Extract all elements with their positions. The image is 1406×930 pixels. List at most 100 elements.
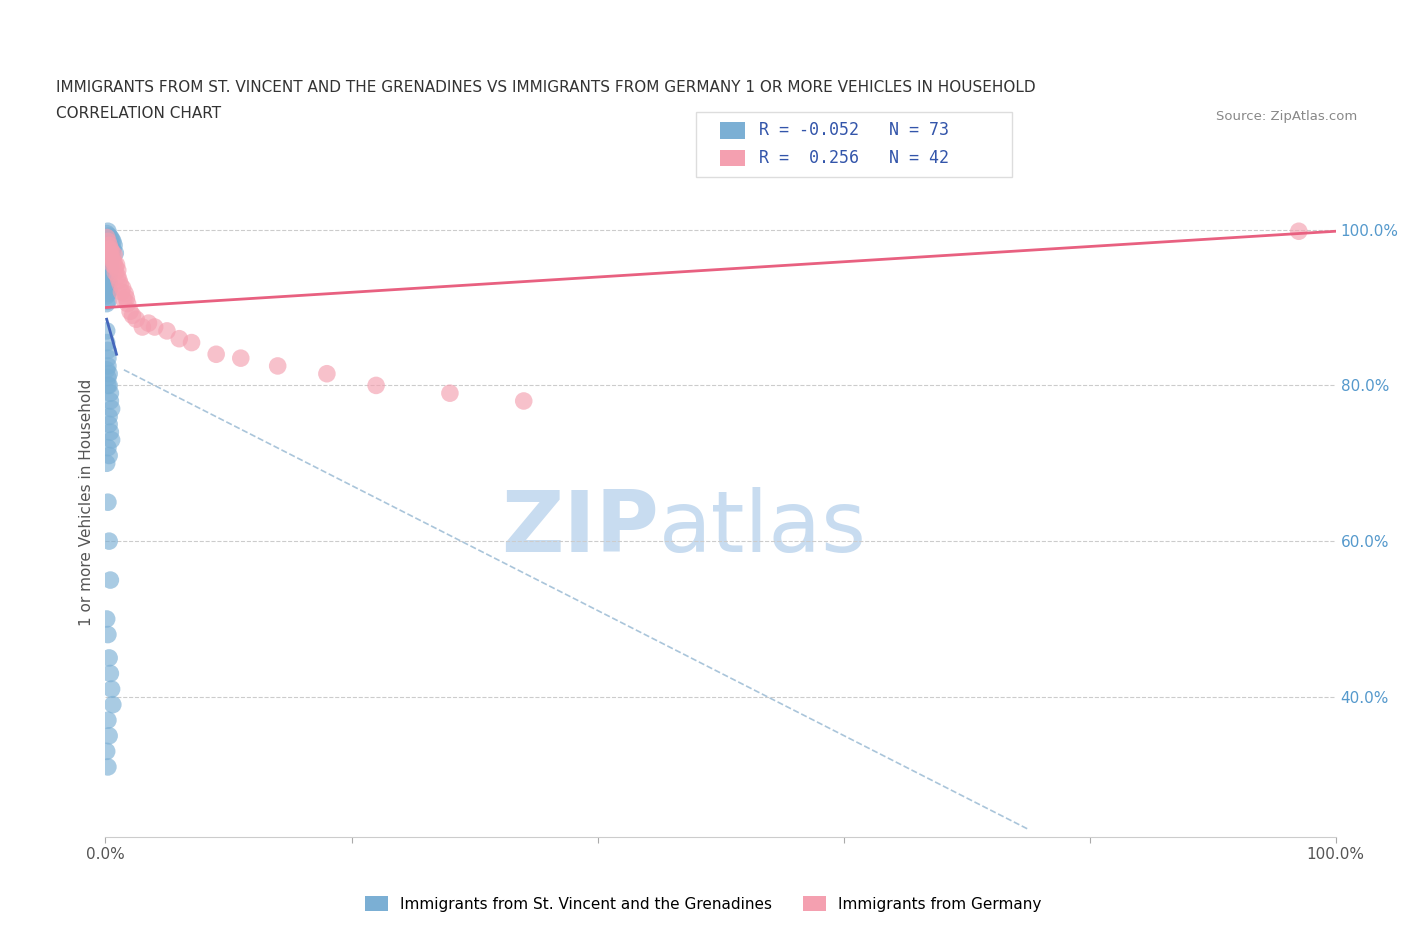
Point	[96, 226, 118, 241]
Point	[98, 246, 122, 260]
Point	[98, 417, 121, 432]
Point	[96, 363, 118, 378]
Point	[97, 760, 120, 775]
Point	[97, 358, 120, 373]
Point	[101, 242, 124, 257]
Point	[97, 370, 120, 385]
Point	[97, 271, 120, 286]
Point	[96, 265, 118, 280]
Point	[96, 335, 118, 350]
Point	[98, 238, 121, 253]
Point	[98, 534, 121, 549]
Point	[104, 259, 127, 274]
Point	[97, 343, 120, 358]
Point	[229, 351, 252, 365]
Point	[100, 239, 122, 254]
Point	[110, 277, 132, 292]
Point	[131, 320, 153, 335]
Point	[97, 224, 120, 239]
Point	[439, 386, 461, 401]
Point	[1288, 224, 1310, 239]
Point	[103, 255, 125, 270]
Point	[98, 238, 122, 253]
Point	[98, 283, 121, 298]
Point	[101, 234, 124, 249]
Point	[97, 712, 120, 727]
Point	[366, 378, 388, 392]
Point	[100, 682, 122, 697]
Point	[97, 351, 120, 365]
Point	[97, 440, 120, 455]
Point	[98, 261, 122, 276]
Point	[104, 246, 127, 260]
Point	[169, 331, 191, 346]
Point	[97, 232, 120, 246]
Point	[97, 247, 120, 262]
Text: R =  0.256   N = 42: R = 0.256 N = 42	[759, 149, 949, 167]
Point	[96, 324, 118, 339]
Point	[101, 698, 124, 712]
Point	[98, 236, 121, 251]
Point	[98, 268, 121, 283]
Point	[125, 312, 148, 326]
Point	[98, 728, 121, 743]
Point	[98, 253, 122, 268]
Point	[97, 234, 120, 249]
Point	[98, 386, 122, 401]
Point	[112, 292, 135, 307]
Point	[98, 573, 122, 588]
Point	[98, 393, 122, 408]
Point	[115, 291, 138, 306]
Point	[97, 278, 120, 293]
Point	[98, 275, 121, 290]
Point	[98, 425, 122, 440]
Point	[100, 432, 122, 447]
Point	[97, 286, 120, 301]
Text: IMMIGRANTS FROM ST. VINCENT AND THE GRENADINES VS IMMIGRANTS FROM GERMANY 1 OR M: IMMIGRANTS FROM ST. VINCENT AND THE GREN…	[56, 80, 1036, 95]
Point	[98, 242, 121, 257]
Point	[108, 272, 131, 287]
Point	[96, 249, 118, 264]
Point	[205, 347, 228, 362]
Point	[96, 288, 118, 303]
Point	[98, 230, 122, 245]
Point	[96, 258, 118, 272]
Point	[98, 448, 121, 463]
Point	[97, 627, 120, 642]
Point	[98, 409, 121, 424]
Point	[98, 242, 122, 257]
Point	[513, 393, 536, 408]
Point	[101, 258, 124, 272]
Point	[96, 456, 118, 471]
Point	[96, 297, 118, 312]
Point	[97, 294, 120, 309]
Point	[103, 247, 125, 262]
Point	[114, 286, 136, 301]
Point	[98, 366, 121, 381]
Point	[180, 335, 202, 350]
Point	[96, 242, 118, 257]
Point	[96, 234, 118, 249]
Point	[98, 247, 122, 262]
Point	[98, 650, 121, 665]
Point	[98, 259, 121, 274]
Point	[97, 378, 120, 392]
Point	[120, 304, 141, 319]
Point	[96, 612, 118, 627]
Point	[97, 495, 120, 510]
Text: CORRELATION CHART: CORRELATION CHART	[56, 106, 221, 121]
Point	[98, 378, 121, 392]
Point	[104, 265, 127, 280]
Text: ZIP: ZIP	[502, 487, 659, 570]
Point	[96, 281, 118, 296]
Point	[156, 324, 179, 339]
Point	[100, 402, 122, 417]
Point	[111, 281, 134, 296]
Point	[110, 285, 132, 299]
Point	[98, 244, 121, 259]
Point	[100, 232, 122, 246]
Point	[143, 320, 166, 335]
Legend: Immigrants from St. Vincent and the Grenadines, Immigrants from Germany: Immigrants from St. Vincent and the Gren…	[359, 889, 1047, 918]
Text: atlas: atlas	[659, 487, 868, 570]
Point	[97, 263, 120, 278]
